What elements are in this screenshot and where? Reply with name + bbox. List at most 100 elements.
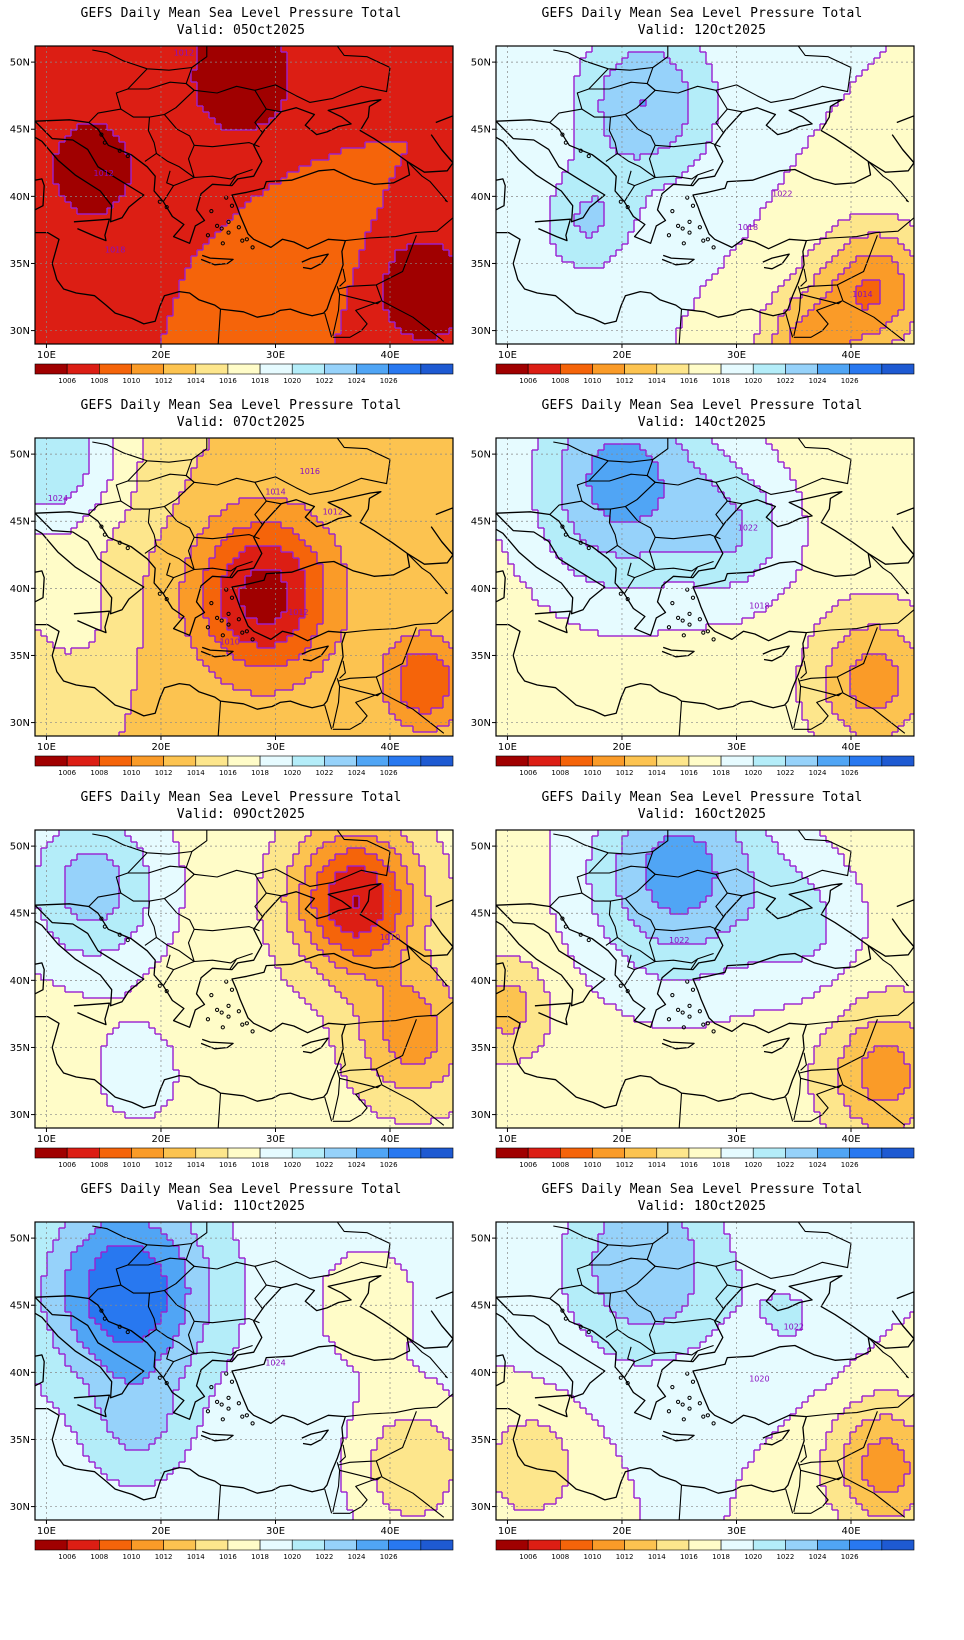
lon-tick-label: 40E [841, 1526, 860, 1537]
pressure-map: 1012 1018 1012 10E 20E 30E 40E 50N 45N 40N 35N 30N 1… [10, 45, 454, 385]
legend-swatch [495, 755, 529, 767]
isobar-label: 1016 [300, 467, 320, 476]
legend-label: 1010 [584, 769, 602, 777]
lon-tick-label: 30E [727, 1134, 746, 1145]
legend-swatch [195, 363, 229, 375]
map-frame [34, 829, 454, 1129]
legend-label: 1006 [58, 1161, 76, 1169]
lat-tick-label: 35N [471, 259, 491, 270]
map-frame [495, 829, 915, 1129]
legend-swatch [817, 363, 850, 375]
coastlines-borders [496, 830, 914, 1128]
panel-valid-date: Valid: 11Oct2025 [0, 1199, 482, 1214]
lat-tick-label: 35N [10, 1043, 30, 1054]
legend-label: 1016 [680, 1553, 698, 1561]
legend-swatch [720, 363, 754, 375]
legend-label: 1006 [58, 377, 76, 385]
legend-swatch [752, 1539, 786, 1551]
legend-label: 1016 [219, 1553, 237, 1561]
color-legend: 1006 1008 1010 1012 1014 1016 1018 1020 1022 1024… [495, 1539, 915, 1561]
panel-title: GEFS Daily Mean Sea Level Pressure Total [0, 398, 482, 413]
lat-tick-label: 40N [10, 976, 30, 987]
legend-swatch [99, 1539, 132, 1551]
legend-swatch [817, 1539, 850, 1551]
lat-tick-label: 50N [471, 450, 491, 461]
isobar-label: 1018 [105, 246, 125, 255]
lat-tick-label: 50N [10, 450, 30, 461]
legend-label: 1022 [776, 769, 794, 777]
legend-swatch [592, 755, 625, 767]
legend-label: 1020 [744, 1161, 762, 1169]
legend-swatch [227, 1147, 261, 1159]
legend-swatch [656, 1539, 690, 1551]
legend-swatch [388, 1539, 422, 1551]
isobar-label: 1014 [265, 487, 285, 496]
lat-tick-label: 40N [471, 976, 491, 987]
panel-title: GEFS Daily Mean Sea Level Pressure Total [461, 1182, 943, 1197]
legend-swatch [560, 1539, 593, 1551]
legend-label: 1020 [744, 769, 762, 777]
panel-title: GEFS Daily Mean Sea Level Pressure Total [0, 1182, 482, 1197]
legend-label: 1020 [283, 769, 301, 777]
legend-label: 1022 [315, 1553, 333, 1561]
lon-tick-label: 30E [727, 742, 746, 753]
legend-swatch [291, 755, 325, 767]
legend-label: 1026 [841, 1553, 859, 1561]
legend-swatch [227, 363, 261, 375]
legend-swatch [752, 755, 786, 767]
legend-swatch [849, 363, 883, 375]
legend-swatch [291, 1539, 325, 1551]
legend-swatch [324, 1147, 357, 1159]
lat-tick-label: 45N [10, 517, 30, 528]
legend-swatch [66, 363, 100, 375]
legend-swatch [656, 755, 690, 767]
legend-label: 1018 [251, 377, 269, 385]
lat-tick-label: 45N [10, 909, 30, 920]
legend-swatch [163, 755, 197, 767]
legend-label: 1014 [187, 769, 205, 777]
lon-tick-label: 30E [727, 1526, 746, 1537]
legend-swatch [131, 363, 164, 375]
legend-swatch [688, 1539, 722, 1551]
lat-tick-label: 30N [10, 718, 30, 729]
lat-tick-label: 50N [471, 58, 491, 69]
isobars [52, 46, 453, 344]
legend-label: 1022 [776, 377, 794, 385]
legend-swatch [356, 755, 389, 767]
legend-swatch [817, 1147, 850, 1159]
legend-swatch [560, 1147, 593, 1159]
lat-tick-label: 30N [10, 1110, 30, 1121]
pressure-fill [35, 1222, 453, 1520]
lat-tick-label: 35N [10, 1435, 30, 1446]
map-frame [495, 437, 915, 737]
lat-tick-label: 30N [471, 718, 491, 729]
legend-swatch [592, 1147, 625, 1159]
legend-swatch [259, 1147, 293, 1159]
lat-tick-label: 40N [10, 584, 30, 595]
lat-tick-label: 30N [471, 1502, 491, 1513]
isobar-label: 1018 [738, 223, 758, 232]
map-frame [34, 437, 454, 737]
legend-label: 1018 [712, 1161, 730, 1169]
legend-label: 1026 [380, 1161, 398, 1169]
lon-tick-label: 40E [380, 350, 399, 361]
panel-title: GEFS Daily Mean Sea Level Pressure Total [0, 790, 482, 805]
legend-label: 1008 [90, 769, 108, 777]
map-panel: 1012 1018 1012 10E 20E 30E 40E 50N 45N 40N 35N 30N 1… [0, 0, 482, 410]
legend-swatch [66, 1147, 100, 1159]
legend-swatch [356, 363, 389, 375]
lon-tick-label: 20E [612, 742, 631, 753]
panel-valid-date: Valid: 12Oct2025 [461, 23, 943, 38]
legend-swatch [259, 1539, 293, 1551]
legend-swatch [291, 363, 325, 375]
lon-tick-label: 10E [37, 1526, 56, 1537]
panel-title: GEFS Daily Mean Sea Level Pressure Total [461, 6, 943, 21]
panel-valid-date: Valid: 09Oct2025 [0, 807, 482, 822]
legend-label: 1020 [283, 377, 301, 385]
legend-swatch [624, 1539, 658, 1551]
legend-label: 1018 [712, 1553, 730, 1561]
legend-label: 1016 [219, 377, 237, 385]
map-frame [34, 1221, 454, 1521]
